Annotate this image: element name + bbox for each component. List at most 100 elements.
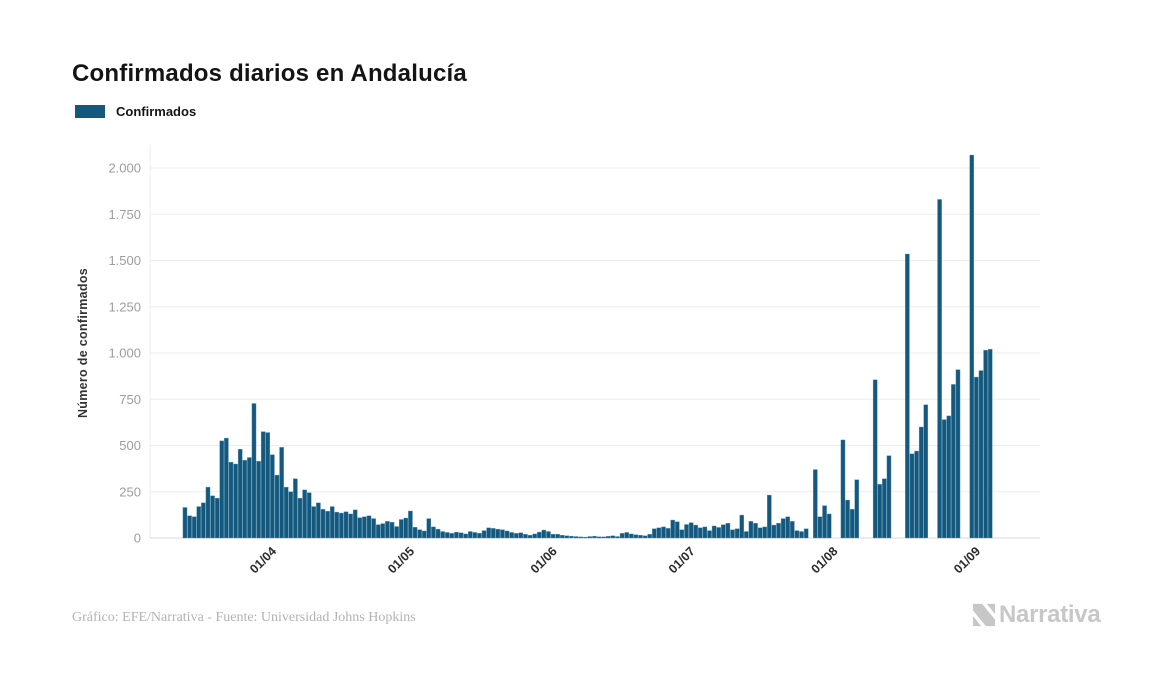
bar-25/05[interactable]: [523, 534, 528, 539]
bar-02/04[interactable]: [279, 447, 284, 539]
bar-16/03[interactable]: [201, 502, 206, 539]
bar-20/06[interactable]: [642, 535, 648, 539]
bar-04/04[interactable]: [288, 491, 294, 539]
bar-13/07[interactable]: [748, 521, 754, 539]
bar-16/07[interactable]: [762, 526, 767, 539]
bar-31/08[interactable]: [974, 376, 979, 539]
bar-29/06[interactable]: [684, 524, 689, 539]
bar-09/05[interactable]: [449, 533, 455, 539]
bar-17/07[interactable]: [767, 494, 772, 539]
bar-11/08[interactable]: [882, 478, 887, 539]
bar-19/03[interactable]: [214, 498, 220, 539]
bar-19/07[interactable]: [776, 523, 781, 539]
bar-03/08[interactable]: [845, 499, 850, 539]
bar-28/07[interactable]: [817, 516, 823, 539]
bar-12/04[interactable]: [325, 510, 330, 539]
bar-30/03[interactable]: [265, 432, 271, 539]
bar-24/07[interactable]: [799, 531, 804, 539]
bar-07/05[interactable]: [440, 531, 445, 539]
bar-25/06[interactable]: [665, 528, 671, 539]
bar-01/06[interactable]: [555, 534, 560, 539]
bar-16/08[interactable]: [905, 253, 910, 539]
bar-27/03[interactable]: [251, 403, 257, 539]
bar-28/06[interactable]: [679, 529, 685, 539]
bar-28/05[interactable]: [537, 531, 542, 539]
legend[interactable]: Confirmados: [75, 104, 196, 119]
bar-08/05[interactable]: [444, 532, 450, 539]
bar-17/06[interactable]: [629, 533, 634, 539]
bar-05/04[interactable]: [293, 478, 298, 539]
bar-23/05[interactable]: [514, 533, 519, 539]
bar-29/04[interactable]: [403, 517, 409, 539]
bar-16/06[interactable]: [624, 532, 629, 539]
bar-07/04[interactable]: [302, 489, 307, 539]
bar-19/05[interactable]: [495, 528, 501, 539]
bar-25/04[interactable]: [385, 521, 390, 539]
bar-03/04[interactable]: [283, 486, 289, 539]
bar-23/07[interactable]: [794, 530, 800, 539]
bar-21/06[interactable]: [647, 534, 652, 539]
bar-16/04[interactable]: [343, 511, 349, 539]
bar-11/07[interactable]: [739, 514, 744, 539]
bar-27/07[interactable]: [813, 469, 818, 539]
bar-29/07[interactable]: [822, 505, 827, 539]
bar-02/07[interactable]: [698, 527, 703, 539]
bar-10/04[interactable]: [316, 502, 321, 539]
bar-12/03[interactable]: [182, 507, 188, 539]
bar-17/03[interactable]: [205, 486, 211, 539]
bar-27/08[interactable]: [955, 369, 961, 539]
bar-03/07[interactable]: [702, 526, 708, 539]
bar-12/05[interactable]: [463, 533, 468, 539]
bar-08/04[interactable]: [306, 492, 312, 539]
bar-22/05[interactable]: [509, 532, 514, 539]
bar-15/06[interactable]: [619, 533, 625, 539]
bar-26/05[interactable]: [527, 535, 533, 539]
bar-11/05[interactable]: [458, 532, 464, 539]
bar-07/06[interactable]: [583, 536, 588, 539]
bar-22/06[interactable]: [652, 528, 657, 539]
bar-13/04[interactable]: [329, 506, 335, 539]
bar-28/04[interactable]: [398, 519, 404, 539]
bar-18/05[interactable]: [491, 528, 496, 539]
bar-22/07[interactable]: [790, 521, 795, 539]
bar-14/06[interactable]: [615, 536, 620, 539]
bar-23/04[interactable]: [375, 524, 381, 539]
bar-18/08[interactable]: [914, 450, 919, 539]
bar-03/05[interactable]: [421, 530, 427, 539]
bar-14/03[interactable]: [191, 516, 197, 539]
bar-27/04[interactable]: [394, 526, 399, 539]
bar-31/03[interactable]: [270, 454, 275, 539]
bar-10/05[interactable]: [454, 531, 459, 539]
bar-09/07[interactable]: [730, 529, 735, 539]
bar-18/06[interactable]: [633, 534, 639, 539]
bar-17/04[interactable]: [348, 513, 353, 539]
bar-18/03[interactable]: [210, 495, 215, 539]
bar-21/03[interactable]: [224, 437, 229, 539]
bar-14/05[interactable]: [472, 532, 478, 539]
bar-02/05[interactable]: [417, 529, 422, 539]
bar-01/04[interactable]: [274, 474, 280, 539]
bar-01/07[interactable]: [693, 524, 698, 539]
bar-20/03[interactable]: [219, 440, 225, 539]
bar-20/05[interactable]: [500, 529, 505, 539]
bar-20/07[interactable]: [780, 518, 786, 539]
bar-26/06[interactable]: [670, 519, 675, 539]
bar-19/08[interactable]: [918, 426, 924, 539]
bar-13/05[interactable]: [468, 531, 473, 539]
bar-17/05[interactable]: [486, 527, 491, 539]
bar-02/08[interactable]: [840, 439, 846, 539]
bar-14/07[interactable]: [753, 523, 758, 539]
bar-27/05[interactable]: [532, 533, 537, 539]
bar-24/05[interactable]: [518, 532, 524, 539]
bar-10/06[interactable]: [596, 536, 602, 539]
bar-12/07[interactable]: [744, 531, 749, 539]
bar-29/03[interactable]: [260, 431, 266, 539]
bar-13/03[interactable]: [187, 515, 192, 539]
bar-11/04[interactable]: [320, 509, 326, 539]
bar-26/03[interactable]: [247, 457, 252, 539]
bar-09/08[interactable]: [872, 379, 878, 539]
bar-28/03[interactable]: [256, 461, 261, 539]
bar-15/07[interactable]: [757, 527, 763, 539]
bar-12/08[interactable]: [886, 455, 892, 539]
bar-30/04[interactable]: [408, 510, 413, 539]
